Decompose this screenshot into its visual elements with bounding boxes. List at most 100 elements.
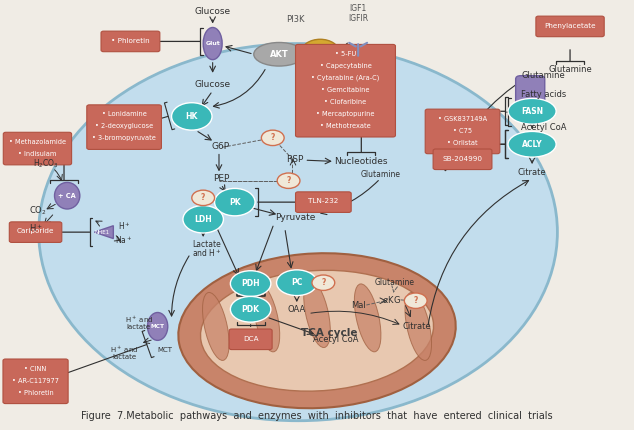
FancyBboxPatch shape <box>10 222 61 243</box>
Text: Citrate: Citrate <box>518 168 547 177</box>
Ellipse shape <box>172 103 212 130</box>
Text: ?: ? <box>271 133 275 142</box>
Text: Mal: Mal <box>351 301 366 310</box>
Text: Acetyl CoA: Acetyl CoA <box>313 335 359 344</box>
Text: • Methotrexate: • Methotrexate <box>320 123 371 129</box>
Circle shape <box>277 173 300 188</box>
Text: Na$^+$: Na$^+$ <box>115 234 133 246</box>
Text: • Mercaptopurine: • Mercaptopurine <box>316 111 375 117</box>
Text: ?: ? <box>413 296 418 305</box>
Text: TLN-232: TLN-232 <box>308 199 339 204</box>
FancyBboxPatch shape <box>536 16 604 37</box>
Text: ?: ? <box>287 176 291 185</box>
Text: • Orlistat: • Orlistat <box>447 140 478 146</box>
Text: OAA: OAA <box>288 305 306 314</box>
Text: • 5-FU: • 5-FU <box>335 51 356 57</box>
Text: PI3K: PI3K <box>286 15 304 25</box>
Circle shape <box>301 39 339 65</box>
Polygon shape <box>94 226 113 239</box>
Text: ?: ? <box>201 194 205 203</box>
Ellipse shape <box>202 292 229 360</box>
Circle shape <box>404 293 427 308</box>
Ellipse shape <box>55 182 80 209</box>
Ellipse shape <box>253 284 280 352</box>
Text: • AR-C117977: • AR-C117977 <box>12 378 59 384</box>
Text: Glucose: Glucose <box>195 7 231 16</box>
Text: Glutamine: Glutamine <box>548 65 592 74</box>
Text: H$^+$: H$^+$ <box>29 222 42 234</box>
FancyBboxPatch shape <box>295 44 396 137</box>
Ellipse shape <box>508 98 556 124</box>
Text: Cariporide: Cariporide <box>16 228 55 234</box>
Text: AKT: AKT <box>269 50 288 59</box>
Ellipse shape <box>200 270 434 391</box>
Text: $\alpha$KG: $\alpha$KG <box>382 295 401 305</box>
Text: H$^+$: H$^+$ <box>118 220 131 232</box>
Ellipse shape <box>276 270 317 295</box>
Text: RSP: RSP <box>286 155 304 164</box>
Ellipse shape <box>203 28 222 60</box>
Text: ?: ? <box>321 278 325 287</box>
Text: Citrate: Citrate <box>403 322 431 331</box>
Text: • Phloretin: • Phloretin <box>18 390 53 396</box>
Text: + CA: + CA <box>58 193 76 199</box>
Ellipse shape <box>148 313 168 341</box>
FancyBboxPatch shape <box>433 149 492 169</box>
Circle shape <box>261 130 284 146</box>
Text: LDH: LDH <box>194 215 212 224</box>
Circle shape <box>312 275 335 290</box>
Text: • Cytarabine (Ara-C): • Cytarabine (Ara-C) <box>311 75 380 81</box>
Text: lactate: lactate <box>112 354 136 360</box>
Text: • Capecytabine: • Capecytabine <box>320 63 372 69</box>
Ellipse shape <box>254 43 304 66</box>
Text: MCT: MCT <box>151 324 165 329</box>
FancyBboxPatch shape <box>87 105 162 149</box>
Text: • Phloretin: • Phloretin <box>111 38 150 44</box>
Text: • GSK837149A: • GSK837149A <box>438 116 487 122</box>
Text: FASN: FASN <box>521 107 543 116</box>
Ellipse shape <box>230 271 271 296</box>
Text: Glutamine: Glutamine <box>374 278 414 287</box>
Text: Glutamine: Glutamine <box>522 71 566 80</box>
FancyBboxPatch shape <box>3 132 72 165</box>
Text: H$^+$ and: H$^+$ and <box>110 345 138 355</box>
Text: ACLY: ACLY <box>522 140 543 149</box>
Ellipse shape <box>39 43 557 421</box>
Text: and H$^+$: and H$^+$ <box>191 248 221 259</box>
Text: Nucleotides: Nucleotides <box>335 157 388 166</box>
Text: • Clofaribine: • Clofaribine <box>325 99 366 105</box>
FancyBboxPatch shape <box>425 109 500 154</box>
Text: Acetyl CoA: Acetyl CoA <box>521 123 566 132</box>
Text: Lactate: Lactate <box>192 240 221 249</box>
FancyBboxPatch shape <box>515 76 545 105</box>
Text: Figure  7.Metabolic  pathways  and  enzymes  with  inhibitors  that  have  enter: Figure 7.Metabolic pathways and enzymes … <box>81 412 553 421</box>
Text: Glutamine: Glutamine <box>360 170 400 179</box>
Ellipse shape <box>354 284 381 352</box>
Text: • C75: • C75 <box>453 128 472 134</box>
FancyBboxPatch shape <box>3 359 68 404</box>
Text: • CINN: • CINN <box>25 366 47 372</box>
Ellipse shape <box>178 253 456 408</box>
Text: • Gemcitabine: • Gemcitabine <box>321 87 370 93</box>
Text: Fatty acids: Fatty acids <box>521 90 566 99</box>
Text: • 3-bromopyruvate: • 3-bromopyruvate <box>92 135 156 141</box>
Text: • 2-deoxyglucose: • 2-deoxyglucose <box>95 123 153 129</box>
Text: PK: PK <box>229 198 241 207</box>
Text: CO$_2$: CO$_2$ <box>29 204 46 217</box>
Ellipse shape <box>230 296 271 322</box>
Ellipse shape <box>508 132 556 157</box>
FancyBboxPatch shape <box>229 329 272 350</box>
FancyBboxPatch shape <box>101 31 160 52</box>
Text: Phenylacetate: Phenylacetate <box>544 23 596 29</box>
Ellipse shape <box>405 292 432 360</box>
Ellipse shape <box>183 206 223 233</box>
Text: • Lonidamine: • Lonidamine <box>101 111 146 117</box>
Text: PDH: PDH <box>242 279 260 288</box>
Text: H$^+$ and: H$^+$ and <box>124 315 153 325</box>
Text: H$_2$CO$_3$: H$_2$CO$_3$ <box>34 157 59 170</box>
Ellipse shape <box>214 188 255 216</box>
Text: DCA: DCA <box>243 335 259 341</box>
Text: NHE1: NHE1 <box>94 230 110 235</box>
Text: PDK: PDK <box>242 305 259 314</box>
Ellipse shape <box>304 280 330 347</box>
